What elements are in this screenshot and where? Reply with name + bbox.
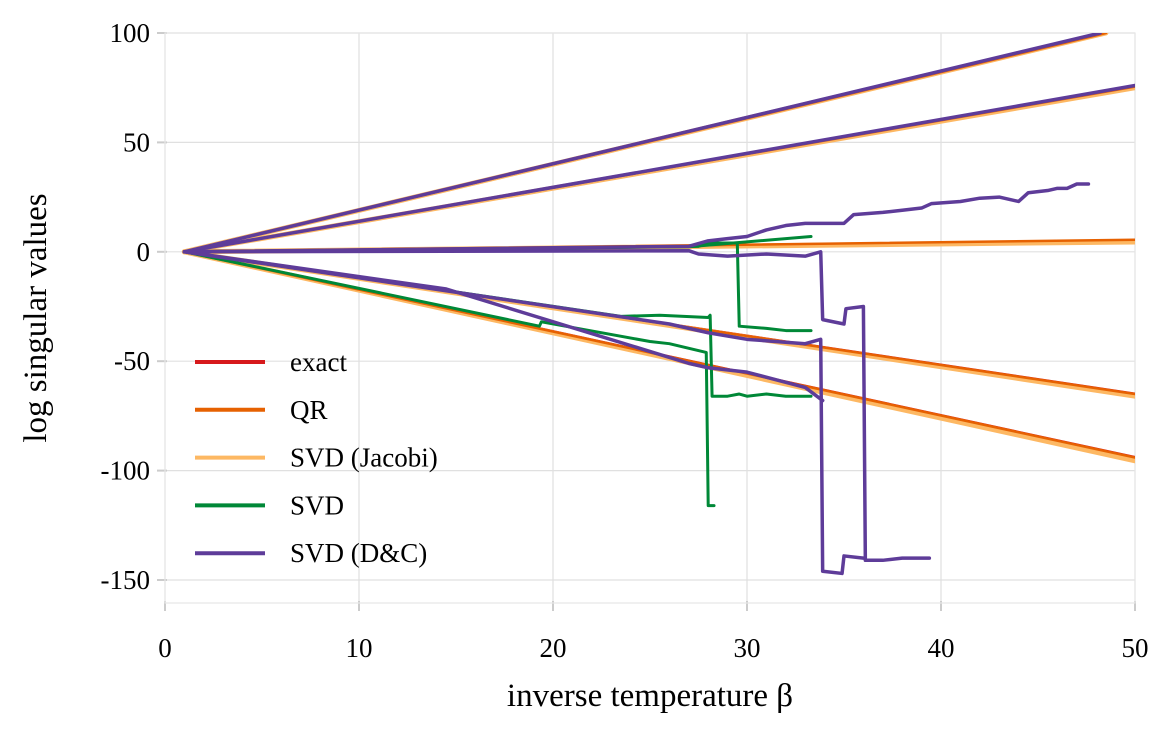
series-svd-d-c (182, 33, 1135, 576)
x-axis-label: inverse temperature β (507, 678, 793, 714)
series-line (182, 241, 813, 333)
legend-label: SVD (D&C) (290, 538, 427, 568)
legend-item: SVD (195, 490, 344, 520)
legend-label: SVD (290, 490, 344, 520)
x-tick-label: 20 (540, 633, 567, 663)
series-line (182, 248, 932, 563)
x-tick-label: 30 (734, 633, 761, 663)
x-tick-label: 40 (928, 633, 955, 663)
legend: exact QR SVD (Jacobi) SVD SVD (D&C) (195, 347, 438, 568)
y-tick-label: 100 (110, 18, 151, 48)
series-layer (181, 33, 1135, 576)
y-tick-label: -100 (101, 456, 151, 486)
tick-labels: 0 10 20 30 40 50 100 50 0 -50 -100 -150 (101, 18, 1149, 663)
y-axis-label: log singular values (18, 193, 54, 442)
series-line (182, 250, 866, 576)
y-tick-label: 50 (123, 127, 150, 157)
y-tick-label: 0 (137, 237, 151, 267)
legend-label: QR (290, 395, 328, 425)
x-tick-label: 10 (346, 633, 373, 663)
legend-label: exact (290, 347, 347, 377)
legend-item: SVD (D&C) (195, 538, 427, 568)
legend-label: SVD (Jacobi) (290, 443, 438, 473)
legend-item: exact (195, 347, 347, 377)
series-line (182, 250, 825, 403)
legend-item: QR (195, 395, 328, 425)
legend-item: SVD (Jacobi) (195, 443, 438, 473)
series-line (182, 250, 813, 398)
series-line (182, 33, 1102, 254)
y-tick-label: -50 (114, 346, 150, 376)
y-tick-label: -150 (101, 565, 151, 595)
series-line (182, 250, 716, 508)
plot-frame (164, 32, 1136, 604)
series-line (182, 182, 1091, 254)
series-line (182, 83, 1135, 254)
x-tick-label: 0 (158, 633, 172, 663)
x-tick-label: 50 (1122, 633, 1149, 663)
